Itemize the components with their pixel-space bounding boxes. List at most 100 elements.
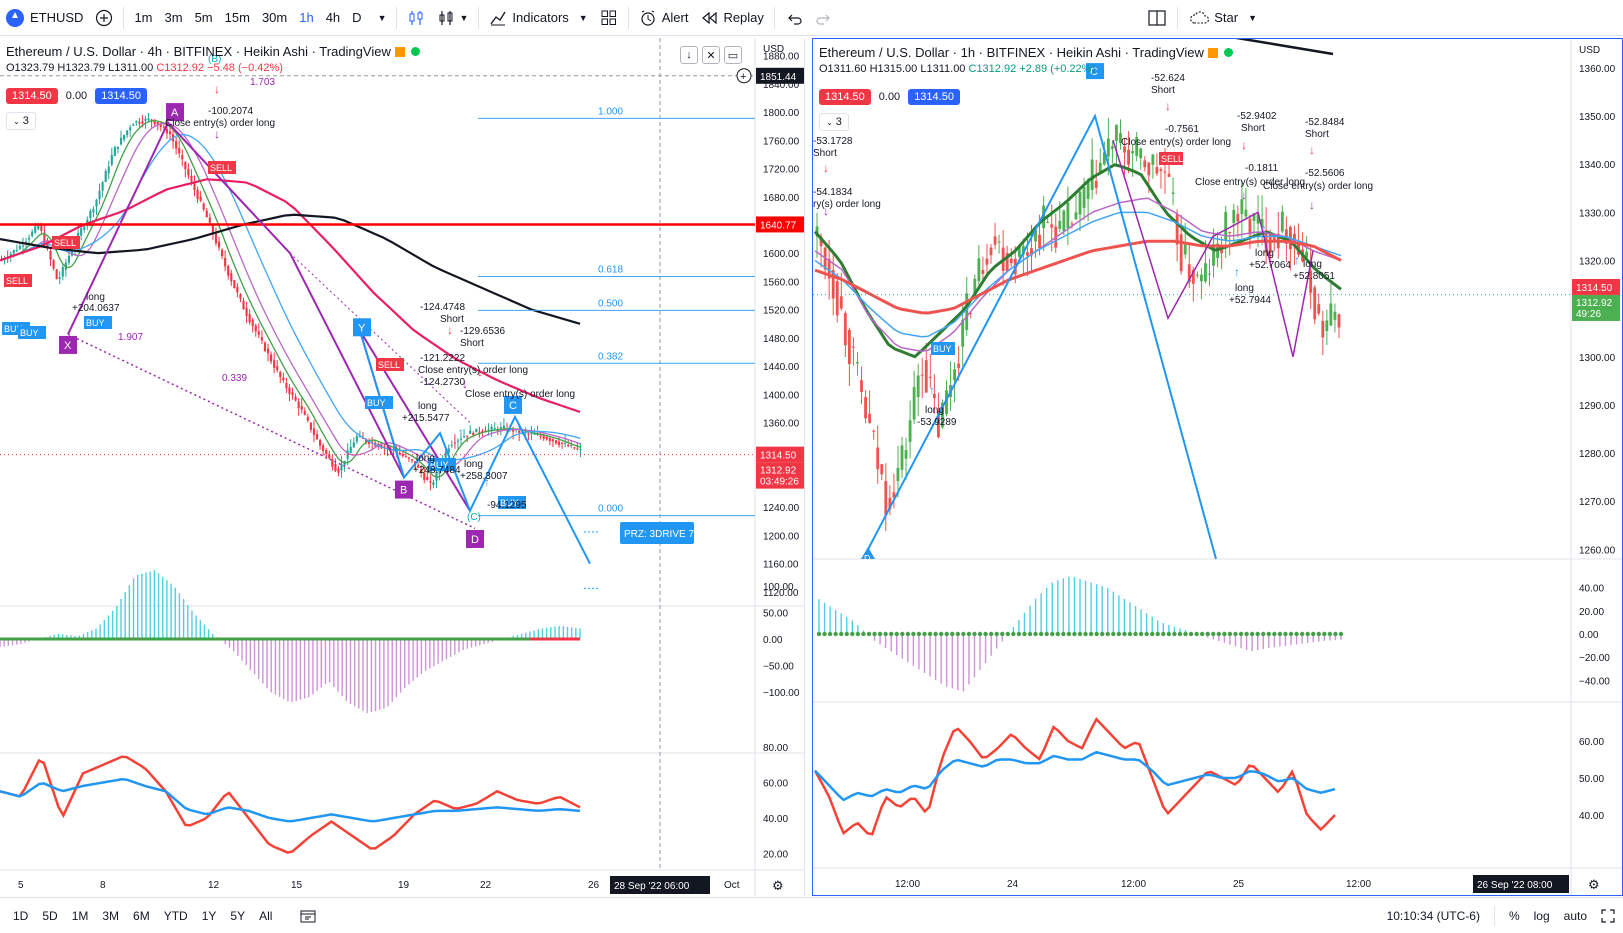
candle-body <box>334 463 337 472</box>
range-1d[interactable]: 1D <box>13 908 29 923</box>
macd-signal-dot <box>900 631 905 637</box>
candle-body <box>453 442 456 444</box>
indicators-collapse-button[interactable]: ⌄ 3 <box>6 112 36 130</box>
buy-price-button[interactable]: 1314.50 <box>95 88 147 104</box>
signal-arrow-down: ↓ <box>1241 188 1247 202</box>
replay-button[interactable]: Replay <box>694 0 769 36</box>
candle-body <box>1046 221 1050 223</box>
trade-annotation: Close entry(s) order long <box>418 365 528 376</box>
candle-body <box>1034 229 1037 242</box>
candle-body <box>270 354 273 362</box>
ohlc-open: O1311.60 <box>819 63 867 75</box>
candle-body <box>1038 234 1041 248</box>
macd-signal-dot <box>816 631 822 637</box>
chart-pane-4h[interactable]: 1880.00 1840.00 1800.00 1760.00 1720.00 1680.… <box>0 38 805 896</box>
macd-signal-dot <box>944 631 949 637</box>
alert-button[interactable]: Alert <box>633 0 695 36</box>
candle-body <box>961 319 965 347</box>
buy-price-button[interactable]: 1314.50 <box>908 89 960 105</box>
range-1y[interactable]: 1Y <box>201 908 217 923</box>
candle-body <box>880 464 884 475</box>
macd-tick-label: −100.00 <box>763 688 800 699</box>
candle-body <box>58 276 61 279</box>
compare-symbol-button[interactable] <box>89 0 119 36</box>
red-line-price-label: 1640.77 <box>760 220 797 231</box>
range-1m[interactable]: 1M <box>71 908 89 923</box>
timeframe-1m[interactable]: 1m <box>134 10 153 25</box>
candle-body <box>493 428 496 430</box>
macd-signal-dot <box>1000 631 1005 637</box>
range-6m[interactable]: 6M <box>133 908 150 923</box>
candle-body <box>545 436 548 440</box>
chart-type-button[interactable]: ▼ <box>431 0 474 36</box>
candle-body <box>892 492 896 498</box>
chart-canvas-4h[interactable]: 1880.00 1840.00 1800.00 1760.00 1720.00 1680.… <box>0 38 805 896</box>
chart-pane-1h[interactable]: USD 1360.00 1350.00 1340.00 1330.00 1320.00 13… <box>812 38 1623 896</box>
ma-slow-line <box>1 133 581 461</box>
macd-signal-dot <box>994 631 999 637</box>
bar-style-button[interactable] <box>401 0 431 36</box>
signal-arrow-down: ↓ <box>1241 138 1247 152</box>
indicators-collapse-button[interactable]: ⌄ 3 <box>819 113 849 131</box>
undo-button[interactable] <box>779 0 809 36</box>
timeframe-30m[interactable]: 30m <box>261 10 288 25</box>
candle-body <box>435 471 438 481</box>
timeframe-4h[interactable]: 4h <box>325 10 341 25</box>
auto-scale-toggle[interactable]: auto <box>1563 909 1587 923</box>
flag-icon[interactable] <box>394 47 405 57</box>
candle-body <box>251 319 254 327</box>
price-tick-label: 1330.00 <box>1579 208 1616 219</box>
fullscreen-icon[interactable] <box>1601 909 1615 923</box>
candle-body <box>469 430 472 434</box>
candle-body <box>61 266 64 277</box>
percent-scale-toggle[interactable]: % <box>1508 909 1520 923</box>
trade-annotation: -53.9289 <box>917 417 957 428</box>
candle-body <box>89 211 92 219</box>
timeframe-d[interactable]: D <box>352 10 362 25</box>
timeframe-15m[interactable]: 15m <box>224 10 250 25</box>
candle-body <box>349 446 352 454</box>
candle-body <box>1042 205 1046 229</box>
layout-button[interactable] <box>1141 0 1173 36</box>
candle-body <box>9 253 12 256</box>
range-3m[interactable]: 3M <box>102 908 120 923</box>
range-5y[interactable]: 5Y <box>230 908 246 923</box>
maximize-icon[interactable]: ▭ <box>724 46 742 64</box>
timeframe-5m[interactable]: 5m <box>194 10 213 25</box>
templates-button[interactable] <box>594 0 624 36</box>
timeframe-dropdown[interactable]: ▼ <box>368 0 393 36</box>
timeframe-3m[interactable]: 3m <box>164 10 183 25</box>
move-down-icon[interactable]: ↓ <box>680 46 698 64</box>
symbol-search-button[interactable]: ETHUSD <box>0 0 89 36</box>
symbol-label: ETHUSD <box>30 10 84 25</box>
log-scale-toggle[interactable]: log <box>1533 909 1550 923</box>
candle-body <box>423 472 426 480</box>
macd-signal-dot <box>1066 631 1072 637</box>
candle-body <box>997 241 1001 243</box>
sell-signal-label: SELL <box>1161 154 1183 164</box>
sell-price-button[interactable]: 1314.50 <box>819 89 871 105</box>
star-layout-button[interactable]: Star ▼ <box>1182 0 1263 36</box>
candle-body <box>126 130 129 136</box>
candle-body <box>993 236 997 245</box>
range-5d[interactable]: 5D <box>42 908 58 923</box>
range-ytd[interactable]: YTD <box>163 908 188 923</box>
close-icon[interactable]: ✕ <box>702 46 720 64</box>
timeframe-1h[interactable]: 1h <box>299 10 314 25</box>
clock[interactable]: 10:10:34 (UTC-6) <box>1386 909 1480 923</box>
trade-annotation: Close entry(s) order long <box>1195 177 1305 188</box>
sell-price-button[interactable]: 1314.50 <box>6 88 58 104</box>
chart-canvas-1h[interactable]: USD 1360.00 1350.00 1340.00 1330.00 1320.00 13… <box>813 39 1622 895</box>
price-tick-label: 1600.00 <box>763 249 800 260</box>
pattern-leg-blue <box>867 113 1217 560</box>
signal-arrow-down: ↓ <box>447 323 453 337</box>
flag-icon[interactable] <box>1207 48 1218 58</box>
indicators-button[interactable]: Indicators ▼ <box>483 0 593 36</box>
range-all[interactable]: All <box>259 908 273 923</box>
chevron-down-icon: ⌄ <box>13 116 20 126</box>
trade-annotation: -53.1728 <box>813 136 853 147</box>
chevron-down-icon: ⌄ <box>826 117 833 127</box>
goto-date-button[interactable] <box>293 909 323 923</box>
candle-body <box>181 154 184 160</box>
redo-button[interactable] <box>809 0 839 36</box>
